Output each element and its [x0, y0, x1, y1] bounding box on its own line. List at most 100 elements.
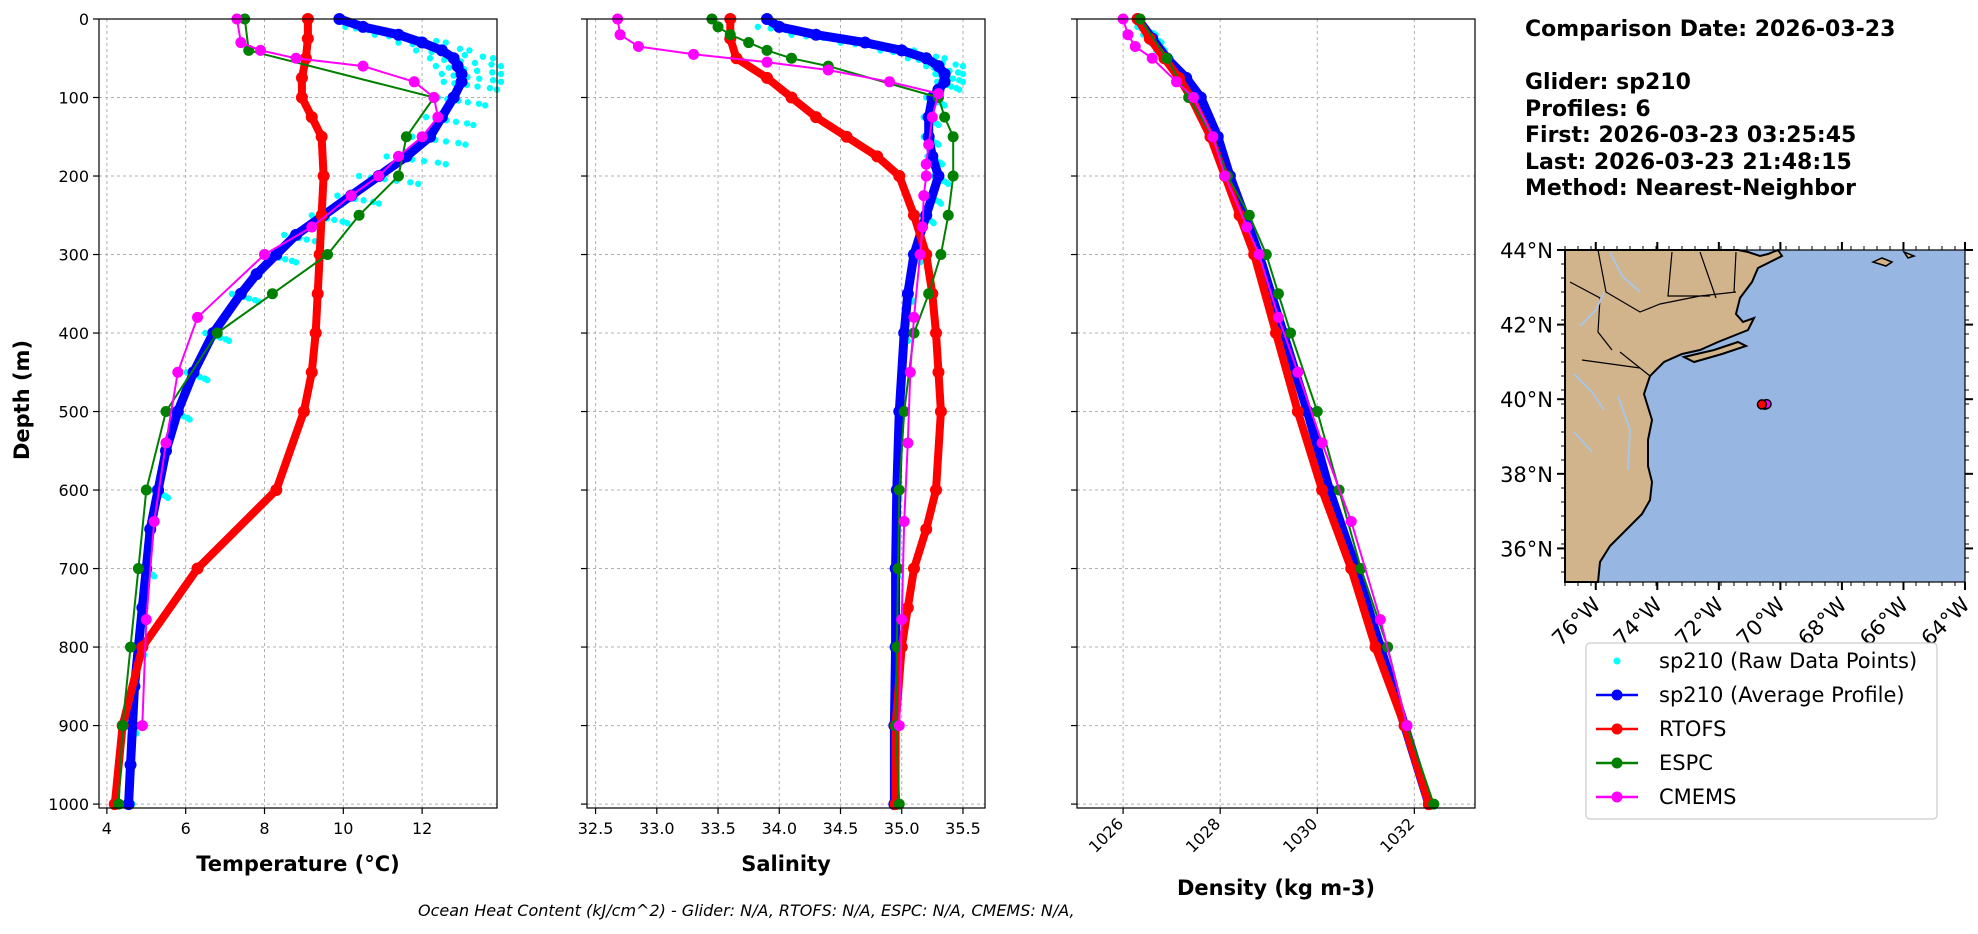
cmems-profile-point	[898, 515, 910, 527]
x-axis-label: Density (kg m-3)	[1177, 876, 1375, 900]
cmems-profile-point	[920, 158, 932, 170]
average-profile-point	[858, 36, 871, 49]
x-tick-label: 10	[333, 819, 353, 838]
cmems-profile-point	[172, 366, 184, 378]
rtofs-profile-point	[871, 150, 884, 163]
raw-data-point	[937, 200, 945, 207]
espc-profile-point	[392, 170, 404, 182]
cmems-profile-point	[428, 92, 440, 104]
cmems-profile-point	[306, 221, 318, 233]
cmems-profile-point	[1146, 52, 1158, 64]
raw-data-point	[463, 120, 471, 127]
espc-profile-point	[942, 209, 954, 221]
espc-profile-point	[1285, 327, 1297, 339]
location-map: 44°N42°N40°N38°N36°N76°W 74°W 72°W 70°W 68°W…	[1500, 239, 1975, 651]
info-block: Comparison Date: 2026-03-23 Glider: sp21…	[1525, 17, 1895, 201]
map-lat-label: 42°N	[1500, 314, 1553, 338]
average-profile-point	[159, 444, 172, 457]
cmems-profile-point	[259, 249, 271, 261]
y-tick-label: 0	[79, 10, 89, 29]
average-legend-marker	[1611, 689, 1623, 701]
cmems-profile-point	[904, 366, 916, 378]
espc-profile-point	[160, 406, 172, 418]
average-profile-point	[424, 130, 437, 143]
x-tick-label: 8	[259, 819, 269, 838]
rtofs-profile-point	[295, 71, 308, 84]
cmems-profile-point	[1253, 249, 1265, 261]
raw-data-point	[445, 64, 453, 71]
rtofs-legend-label: RTOFS	[1659, 717, 1726, 741]
depth-axis-label: Depth (m)	[10, 340, 34, 460]
espc-profile-point	[1272, 288, 1284, 300]
y-tick-label: 100	[58, 89, 89, 108]
raw-data-point	[488, 61, 495, 68]
x-tick-label: 4	[102, 819, 112, 838]
rtofs-profile-point	[297, 405, 310, 418]
interpolation-method: Method: Nearest-Neighbor	[1525, 176, 1856, 201]
rtofs-profile-point	[1270, 327, 1282, 340]
raw-data-point	[360, 197, 367, 204]
y-tick-label: 1000	[48, 795, 89, 814]
raw-data-point	[941, 102, 948, 109]
raw-data-point	[164, 494, 172, 502]
rtofs-profile-point	[930, 327, 943, 340]
raw-data-point	[479, 53, 487, 60]
average-profile-point	[810, 28, 823, 41]
rtofs-profile-point	[810, 111, 823, 124]
x-tick-label: 33.5	[700, 819, 736, 838]
espc-profile-point	[923, 288, 935, 300]
espc-profile-point	[1243, 209, 1255, 221]
cmems-profile-point	[614, 29, 626, 41]
average-profile-point	[901, 287, 914, 300]
raw-data-point	[442, 161, 449, 168]
profile-count: Profiles: 6	[1525, 97, 1651, 122]
espc-profile-point	[947, 131, 959, 143]
rtofs-profile-point	[840, 130, 853, 143]
rtofs-profile-point	[136, 641, 149, 654]
cmems-profile-point	[1272, 311, 1284, 323]
map-lat-label: 40°N	[1500, 388, 1553, 412]
espc-profile-point	[125, 641, 137, 653]
raw-data-point	[456, 45, 464, 53]
cmems-profile-point	[148, 515, 160, 527]
average-profile-point	[234, 287, 247, 300]
average-profile-point	[932, 170, 945, 183]
x-tick-label: 34.0	[761, 819, 797, 838]
rtofs-profile-point	[901, 601, 914, 614]
raw-data-point	[438, 70, 446, 78]
raw-data-point	[228, 290, 236, 297]
raw-data-point	[331, 216, 338, 224]
average-profile-point	[435, 44, 448, 57]
average-profile-point	[136, 601, 149, 614]
map-islands	[1870, 250, 1917, 267]
espc-profile-point	[892, 563, 904, 575]
cmems-profile-point	[920, 170, 932, 182]
y-tick-label: 900	[58, 717, 89, 736]
cmems-profile-point	[926, 111, 938, 123]
rtofs-profile-point	[920, 523, 933, 536]
rtofs-profile-point	[311, 287, 324, 300]
cmems-profile-point	[896, 614, 908, 626]
raw-data-point	[949, 75, 957, 82]
y-tick-label: 300	[58, 246, 89, 265]
raw-data-point	[464, 99, 472, 106]
raw-data-point	[486, 84, 494, 92]
rtofs-profile-point	[785, 91, 798, 104]
legend-box	[1585, 642, 1938, 820]
raw-data-point	[455, 139, 462, 147]
cmems-profile-point	[255, 44, 267, 56]
rtofs-profile-point	[305, 111, 318, 124]
raw-data-point	[334, 192, 341, 199]
axes-frame	[586, 18, 986, 809]
rtofs-profile-line	[726, 15, 945, 809]
raw-data-point	[945, 180, 952, 188]
raw-data-point	[932, 70, 939, 78]
raw-data-point	[959, 78, 967, 86]
espc-profile-point	[893, 484, 905, 496]
rtofs-profile-point	[907, 209, 920, 222]
cmems-profile-point	[192, 311, 204, 323]
map-frame	[1564, 249, 1966, 583]
raw-data-point	[433, 37, 440, 45]
raw-data-point	[481, 102, 489, 109]
espc-profile-point	[132, 563, 144, 575]
